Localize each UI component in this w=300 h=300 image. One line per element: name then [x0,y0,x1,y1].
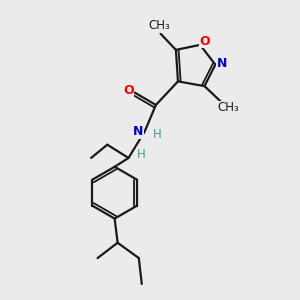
Text: CH₃: CH₃ [149,19,171,32]
Text: CH₃: CH₃ [217,101,239,114]
Text: H: H [136,148,145,161]
Text: N: N [133,125,143,138]
Text: N: N [217,57,227,70]
Text: H: H [153,128,161,142]
Text: O: O [123,84,134,97]
Text: O: O [200,35,210,48]
